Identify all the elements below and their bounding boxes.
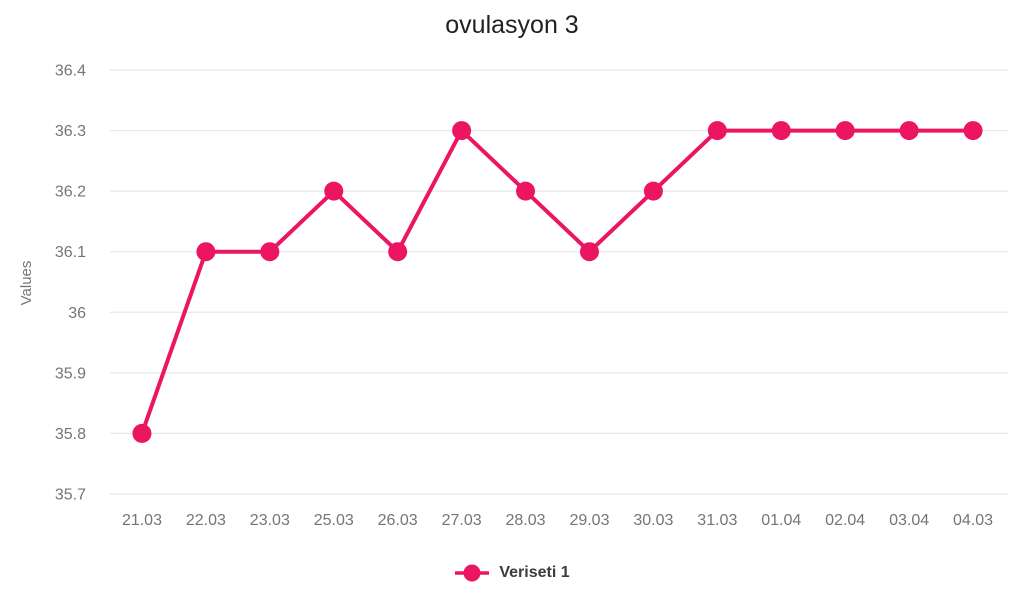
x-tick-label: 30.03 [633,512,673,529]
x-tick-label: 01.04 [761,512,801,529]
y-tick-label: 35.8 [55,426,86,443]
y-tick-label: 36.1 [55,244,86,261]
data-point[interactable] [324,181,344,201]
data-point[interactable] [643,181,663,201]
legend-marker-icon [455,564,490,582]
chart-title: ovulasyon 3 [445,11,579,39]
data-point[interactable] [579,242,599,262]
data-point[interactable] [707,121,727,141]
x-tick-label: 27.03 [442,512,482,529]
data-point[interactable] [388,242,408,262]
x-tick-label: 25.03 [314,512,354,529]
data-point[interactable] [835,121,855,141]
data-point[interactable] [196,242,216,262]
y-tick-label: 36.2 [55,184,86,201]
x-tick-label: 02.04 [825,512,865,529]
y-tick-label: 36.3 [55,123,86,140]
series-line [139,128,976,436]
y-tick-label: 36.4 [55,63,86,80]
legend-item-veriseti-1[interactable]: Veriseti 1 [454,563,570,583]
x-tick-label: 23.03 [250,512,290,529]
legend-label: Veriseti 1 [499,564,570,581]
y-tick-label: 35.7 [55,487,86,504]
data-point[interactable] [963,121,983,141]
data-point[interactable] [516,181,536,201]
x-tick-label: 28.03 [506,512,546,529]
x-tick-label: 29.03 [569,512,609,529]
data-point[interactable] [132,423,152,443]
data-point[interactable] [452,121,472,141]
data-point[interactable] [899,121,919,141]
x-tick-label: 31.03 [697,512,737,529]
x-tick-label: 22.03 [186,512,226,529]
x-tick-label: 21.03 [122,512,162,529]
x-tick-label: 03.04 [889,512,929,529]
x-tick-label: 04.03 [953,512,993,529]
y-tick-label: 36 [68,305,86,322]
data-point[interactable] [260,242,280,262]
data-point[interactable] [771,121,791,141]
y-axis-title: Values [18,261,35,306]
y-tick-label: 35.9 [55,365,86,382]
x-tick-label: 26.03 [378,512,418,529]
legend: Veriseti 1 [0,563,1024,583]
